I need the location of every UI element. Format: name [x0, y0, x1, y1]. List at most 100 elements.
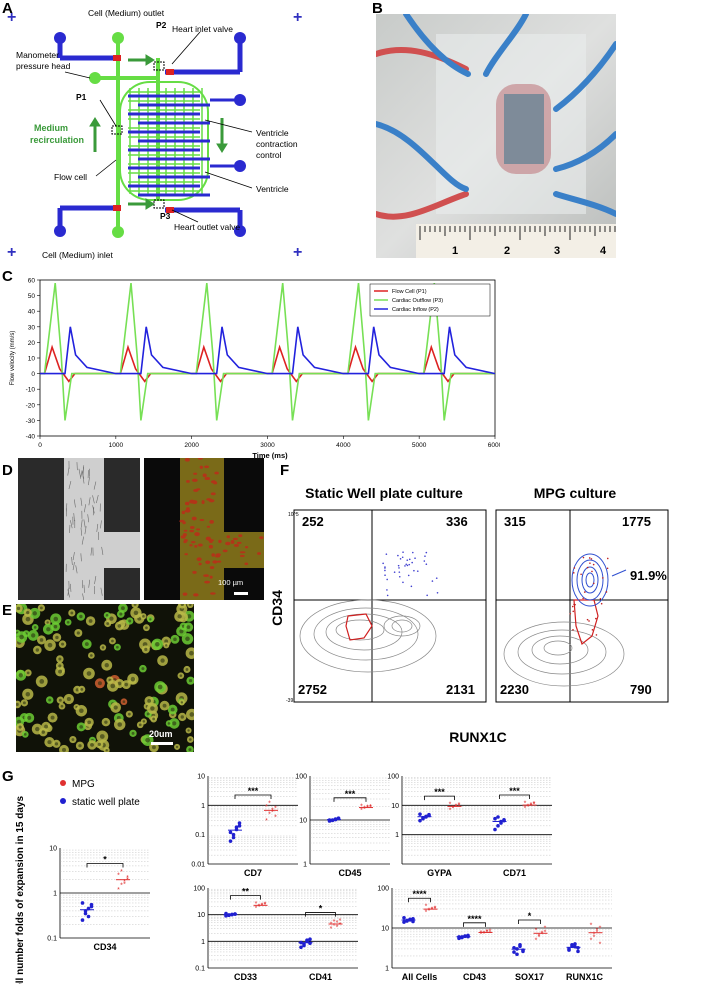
g-point-mpg: * — [533, 801, 536, 808]
stained-cell — [218, 539, 222, 544]
g-point-mpg: * — [366, 805, 369, 812]
cell-nucleus — [172, 721, 177, 726]
g-point-static — [408, 917, 412, 922]
legend-static-marker — [60, 798, 66, 804]
cell-nucleus — [22, 701, 26, 705]
g-point-mpg: * — [366, 805, 369, 812]
fiber — [83, 584, 85, 593]
g-point-mpg: * — [255, 905, 258, 912]
fiber — [94, 576, 97, 585]
g-category-label: CD41 — [309, 972, 332, 982]
cell-nucleus — [25, 692, 31, 697]
fiber — [83, 519, 86, 528]
cell-nucleus — [115, 645, 119, 649]
cell-nucleus — [145, 737, 150, 743]
cell-nucleus — [18, 673, 23, 678]
g-point-mpg: * — [480, 932, 483, 939]
g-point-mpg: * — [258, 904, 261, 911]
g-point-mpg: * — [590, 938, 593, 945]
cell-nucleus — [47, 740, 52, 745]
fiber — [70, 520, 73, 529]
cell-nucleus — [180, 715, 184, 719]
g-point-mpg: * — [126, 875, 129, 882]
g-point-mpg: * — [593, 934, 596, 941]
ruler-label-1: 1 — [452, 245, 458, 257]
g-category-label: CD34 — [93, 942, 116, 952]
event-dot — [405, 563, 408, 566]
stained-cell — [209, 566, 215, 569]
cell-nucleus — [39, 679, 45, 684]
g-ytick-label: 10 — [391, 803, 399, 810]
stained-cell — [212, 560, 218, 564]
cell-nucleus — [189, 650, 194, 656]
cell-nucleus — [87, 720, 92, 725]
medium-ports — [89, 32, 124, 238]
event-dot — [408, 563, 411, 566]
fiber — [96, 494, 99, 504]
g-point-mpg: * — [431, 906, 434, 913]
g-point-mpg: * — [117, 887, 120, 894]
stained-cell — [191, 478, 198, 482]
g-point-static — [515, 952, 519, 957]
cell-nucleus — [60, 704, 64, 708]
event-dot — [408, 558, 411, 561]
ruler-label-2: 2 — [504, 245, 510, 257]
cell-nucleus — [106, 622, 110, 625]
fiber — [88, 579, 91, 588]
cell-nucleus — [155, 642, 160, 647]
cell-nucleus — [66, 620, 70, 624]
event-dot — [386, 589, 388, 591]
cell-nucleus — [170, 707, 175, 712]
legend-box — [369, 283, 491, 317]
g-point-static — [402, 920, 406, 924]
x-tick-label: 4000 — [336, 442, 351, 449]
y-axis-label: Flow velocity (mm/s) — [10, 331, 16, 386]
event-dot — [582, 556, 585, 559]
event-dot — [384, 569, 386, 572]
flow-cytometry: Static Well plate culture MPG culture CD… — [269, 485, 669, 745]
event-dot — [414, 557, 416, 559]
event-dot — [431, 580, 434, 582]
stained-cell — [203, 574, 210, 578]
g-ytick-label: 1 — [201, 803, 205, 810]
cell — [131, 604, 139, 609]
g-sig-bracket — [424, 795, 455, 801]
stained-cell — [202, 473, 207, 478]
cell-nucleus — [84, 642, 89, 646]
top-channels — [57, 38, 243, 75]
g-point-static — [573, 944, 577, 949]
q-mpg-lr: 790 — [630, 682, 652, 697]
q-mpg-ll: 2230 — [500, 682, 529, 697]
stained-cell — [179, 519, 185, 523]
event-dot — [591, 570, 593, 573]
g-point-static — [512, 950, 516, 954]
event-dot — [592, 582, 595, 585]
valve-markers — [113, 55, 174, 213]
cell-nucleus — [26, 671, 30, 675]
contours-cd34 — [571, 553, 609, 607]
ruler-labels: 1 2 3 4 — [452, 245, 607, 257]
stained-cell — [216, 560, 222, 563]
cell-nucleus — [16, 606, 21, 611]
cell-nucleus — [175, 745, 179, 749]
event-dot — [586, 618, 589, 621]
stained-cell — [191, 500, 198, 505]
legend: MPG static well plate — [60, 779, 140, 808]
event-dot — [586, 566, 589, 569]
cell-nucleus — [162, 703, 167, 708]
g-point-mpg: * — [527, 803, 530, 810]
g-ytick-label: 1 — [53, 891, 57, 898]
cell-nucleus — [117, 624, 122, 628]
title-mpg: MPG culture — [534, 485, 617, 501]
cell-nucleus — [113, 705, 118, 710]
series-line-3 — [40, 326, 496, 375]
plot-mpg: 91.9% 315 1775 2230 790 — [495, 509, 669, 703]
g-point-static — [418, 818, 422, 823]
g-point-mpg: * — [265, 818, 268, 825]
fiber — [88, 497, 91, 506]
stained-cell — [238, 534, 243, 538]
cell-nucleus — [66, 696, 71, 702]
label-heart-outlet-valve: Heart outlet valve — [174, 222, 240, 232]
stained-cell — [225, 541, 231, 546]
stained-cell — [184, 458, 190, 462]
